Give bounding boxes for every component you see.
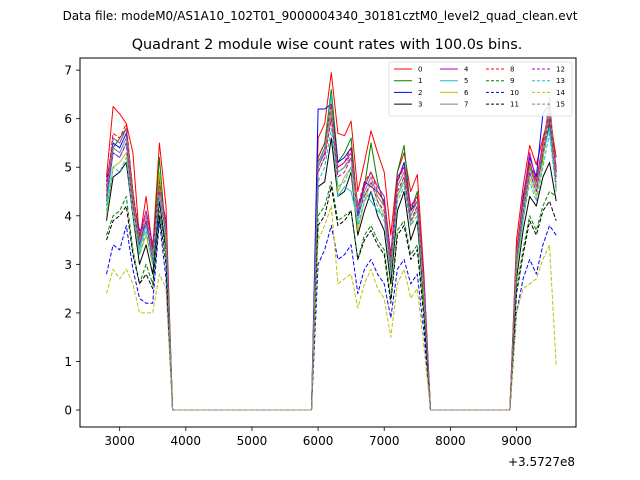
- legend-label-15: 15: [556, 101, 565, 109]
- legend-box: [388, 61, 573, 117]
- plot-frame: [79, 57, 577, 428]
- y-tick-label: 7: [64, 64, 72, 78]
- legend-label-2: 2: [418, 89, 422, 97]
- series-line-3: [106, 137, 557, 411]
- legend-label-4: 4: [464, 66, 469, 74]
- y-tick-label: 1: [64, 355, 72, 369]
- legend-label-1: 1: [418, 77, 422, 85]
- series-line-11: [106, 186, 557, 411]
- x-offset-label: +3.5727e8: [508, 455, 575, 469]
- legend-label-13: 13: [556, 77, 565, 85]
- legend-label-10: 10: [510, 89, 519, 97]
- series-line-0: [106, 72, 557, 411]
- axis-ticks: 3000 4000 5000 6000 7000 8000 9000 0 1 2 3 4 5 6 7: [64, 64, 531, 448]
- series-line-10: [106, 220, 557, 411]
- legend-label-11: 11: [510, 101, 519, 109]
- series-line-7: [106, 98, 557, 411]
- chart-title: Quadrant 2 module wise count rates with …: [132, 37, 523, 53]
- legend-label-9: 9: [510, 77, 514, 85]
- series-line-9: [106, 181, 557, 411]
- series-line-8: [106, 103, 557, 411]
- x-tick-label: 6000: [303, 434, 334, 448]
- y-tick-label: 4: [64, 209, 72, 223]
- series-layer: [106, 72, 557, 411]
- x-tick-label: 5000: [237, 434, 268, 448]
- legend-label-7: 7: [464, 101, 468, 109]
- legend-label-3: 3: [418, 101, 422, 109]
- legend-label-12: 12: [556, 66, 565, 74]
- legend-label-6: 6: [464, 89, 469, 97]
- x-tick-label: 4000: [171, 434, 202, 448]
- legend-label-8: 8: [510, 66, 514, 74]
- series-line-14: [106, 205, 557, 411]
- y-tick-label: 2: [64, 306, 72, 320]
- y-tick-label: 0: [64, 404, 72, 418]
- y-tick-label: 6: [64, 112, 72, 126]
- x-tick-label: 3000: [104, 434, 135, 448]
- y-tick-label: 3: [64, 258, 72, 272]
- legend-label-5: 5: [464, 77, 468, 85]
- x-tick-label: 9000: [501, 434, 532, 448]
- legend-label-0: 0: [418, 66, 422, 74]
- series-line-13: [106, 127, 557, 411]
- legend-label-14: 14: [556, 89, 565, 97]
- x-tick-label: 7000: [369, 434, 400, 448]
- series-line-2: [106, 103, 557, 411]
- series-line-12: [106, 118, 557, 411]
- x-tick-label: 8000: [435, 434, 466, 448]
- data-file-header: Data file: modeM0/AS1A10_102T01_90000043…: [63, 9, 578, 23]
- y-tick-label: 5: [64, 161, 72, 175]
- series-line-4: [106, 118, 557, 411]
- series-line-15: [106, 108, 557, 411]
